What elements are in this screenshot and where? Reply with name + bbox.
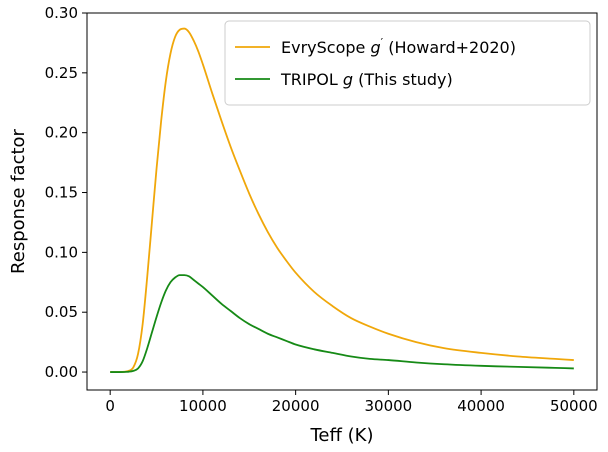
x-tick-label: 30000 [365,397,413,415]
x-axis-ticks: 0 10000 20000 30000 40000 50000 [105,390,598,415]
legend-label-prefix: EvryScope [281,38,370,57]
y-tick-label: 0.05 [45,303,78,321]
y-tick-label: 0.15 [45,184,78,202]
legend-label-italic: g [370,38,380,57]
x-axis-title: Teff (K) [310,425,374,446]
legend-label-sup: ′ [381,36,384,49]
y-tick-label: 0.10 [45,243,78,261]
x-tick-label: 50000 [550,397,598,415]
series-lines [110,27,574,373]
legend-label-suffix: (This study) [353,70,453,89]
y-tick-label: 0.25 [45,64,78,82]
plot-frame [86,12,598,391]
legend-label-prefix: TRIPOL [280,70,343,89]
legend-label-italic: g [343,70,353,89]
series-line-1 [110,274,574,373]
y-tick-label: 0.30 [45,4,78,22]
legend-label-suffix: (Howard+2020) [383,38,516,57]
legend-box [224,20,591,106]
y-axis-title: Response factor [8,128,29,274]
x-tick-label: 20000 [272,397,320,415]
y-tick-label: 0.20 [45,124,78,142]
legend-label-0: EvryScope g′ (Howard+2020) [281,36,516,57]
y-tick-label: 0.00 [45,363,78,381]
x-tick-label: 40000 [457,397,505,415]
legend: EvryScope g′ (Howard+2020)TRIPOL g (This… [224,20,591,106]
x-tick-label: 0 [105,397,115,415]
x-tick-label: 10000 [179,397,227,415]
legend-label-1: TRIPOL g (This study) [280,70,453,89]
series-line-0 [110,27,574,373]
y-axis-ticks: 0.00 0.05 0.10 0.15 0.20 0.25 0.30 [45,4,87,381]
